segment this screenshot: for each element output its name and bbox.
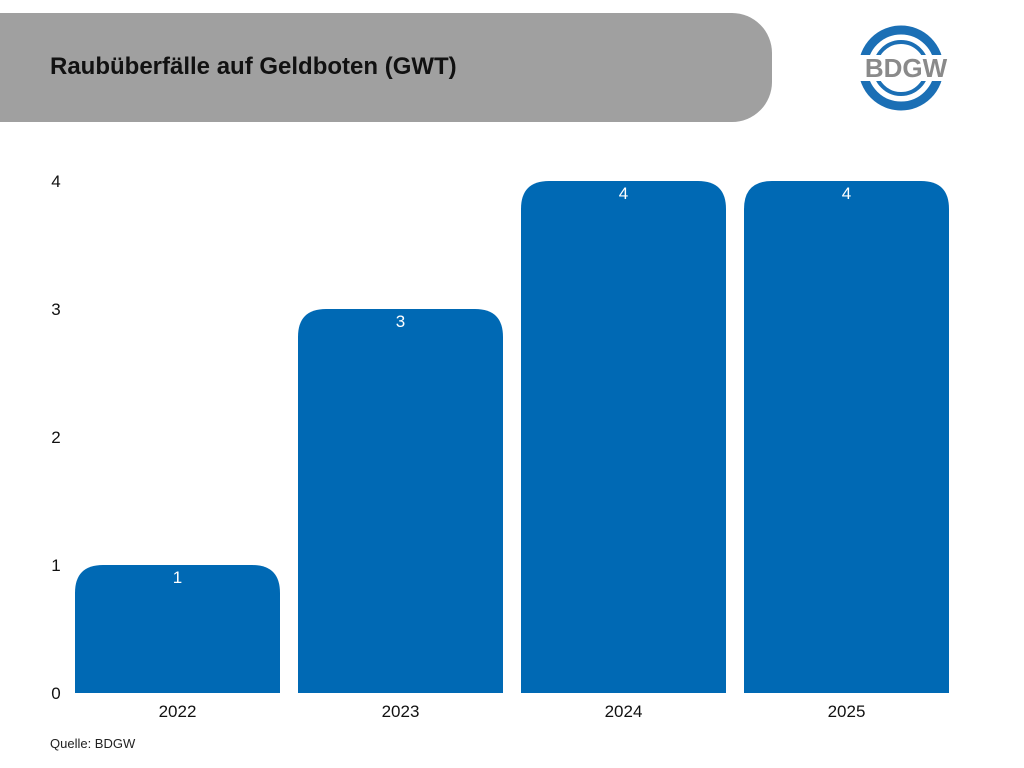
y-tick-label: 1 [51,556,60,575]
page-title: Raubüberfälle auf Geldboten (GWT) [50,53,457,80]
source-note: Quelle: BDGW [50,736,136,751]
x-tick-label: 2022 [159,702,197,721]
data-label: 3 [396,312,405,331]
data-label: 4 [842,184,851,203]
x-tick-label: 2024 [605,702,643,721]
bar-2023 [298,309,503,693]
data-label: 1 [173,568,182,587]
x-tick-label: 2025 [828,702,866,721]
data-label: 4 [619,184,628,203]
y-tick-label: 3 [51,300,60,319]
bdgw-logo: BDGW [846,25,966,111]
y-tick-label: 0 [51,684,60,703]
bar-2022 [75,565,280,693]
logo-text: BDGW [865,53,948,83]
logo-band [846,55,966,81]
bar-2024 [521,181,726,693]
header-bar [0,13,772,122]
y-tick-label: 2 [51,428,60,447]
x-tick-label: 2023 [382,702,420,721]
bar-2025 [744,181,949,693]
y-tick-label: 4 [51,172,60,191]
